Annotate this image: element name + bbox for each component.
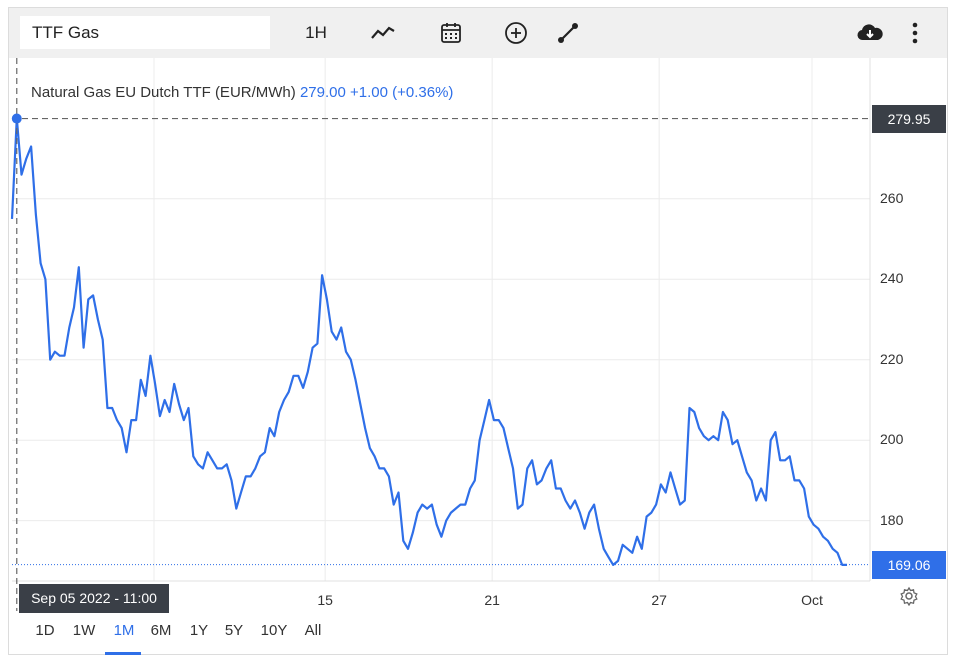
legend-price: 279.00 xyxy=(299,84,346,101)
range-button-6m[interactable]: 6M xyxy=(150,622,172,639)
y-tick-label: 200 xyxy=(880,431,904,448)
symbol-input[interactable]: TTF Gas xyxy=(20,16,270,49)
chart-widget xyxy=(8,7,948,655)
legend-change: +1.00 (+0.36%) xyxy=(350,84,454,101)
range-button-1w[interactable]: 1W xyxy=(72,622,96,639)
range-button-1y[interactable]: 1Y xyxy=(189,622,209,639)
more-icon[interactable] xyxy=(900,18,930,48)
range-button-5y[interactable]: 5Y xyxy=(224,622,244,639)
line-style-icon[interactable] xyxy=(368,18,398,48)
chart-legend: Natural Gas EU Dutch TTF (EUR/MWh) 279.0… xyxy=(31,84,453,101)
settings-icon[interactable] xyxy=(899,586,919,607)
last-price-label: 169.06 xyxy=(872,550,946,579)
calendar-icon[interactable] xyxy=(436,18,466,48)
add-indicator-icon[interactable] xyxy=(501,18,531,48)
y-tick-label: 240 xyxy=(880,270,904,287)
x-tick-label: 27 xyxy=(651,592,667,608)
range-button-all[interactable]: All xyxy=(304,622,322,639)
y-tick-label: 260 xyxy=(880,189,904,206)
crosshair-date-label: Sep 05 2022 - 11:00 xyxy=(19,584,169,613)
interval-button[interactable]: 1H xyxy=(305,23,327,42)
x-tick-label: Oct xyxy=(801,592,823,608)
draw-tool-icon[interactable] xyxy=(553,18,583,48)
legend-name: Natural Gas EU Dutch TTF (EUR/MWh) xyxy=(31,84,296,101)
range-button-1m[interactable]: 1M xyxy=(113,622,135,639)
x-tick-label: 21 xyxy=(484,592,500,608)
crosshair-price-label: 279.95 xyxy=(872,104,946,133)
active-range-indicator xyxy=(105,652,141,655)
range-button-1d[interactable]: 1D xyxy=(35,622,55,639)
y-tick-label: 220 xyxy=(880,350,904,367)
crosshair-point xyxy=(11,113,22,124)
x-tick-label: 15 xyxy=(317,592,333,608)
y-tick-label: 180 xyxy=(880,511,904,528)
range-button-10y[interactable]: 10Y xyxy=(260,622,288,639)
price-line xyxy=(10,117,847,567)
download-icon[interactable] xyxy=(855,18,885,48)
